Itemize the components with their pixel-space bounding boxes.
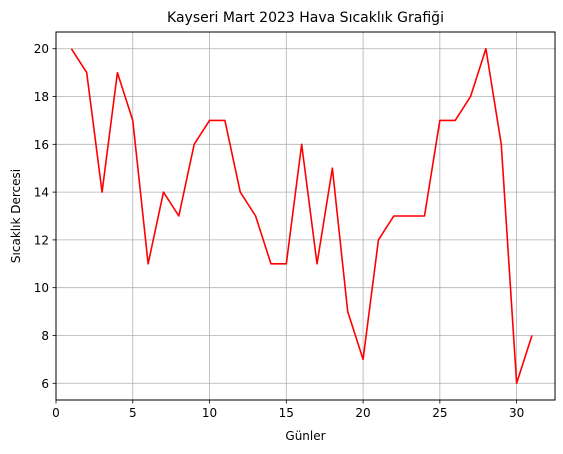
x-tick-label: 5	[129, 406, 137, 420]
plot-frame	[55, 31, 556, 401]
y-tick-label: 10	[34, 281, 49, 295]
x-tick-label: 20	[355, 406, 370, 420]
x-axis-label: Günler	[285, 429, 325, 443]
series-layer	[70, 47, 533, 385]
y-tick-label: 18	[34, 90, 49, 104]
x-tick-label: 10	[202, 406, 217, 420]
y-tick-label: 20	[34, 42, 49, 56]
x-axis: 0 5 10 15 20 25 30	[52, 400, 524, 420]
x-tick-label: 15	[279, 406, 294, 420]
y-axis: 6 8 10 12 14 16 18 20	[34, 42, 56, 391]
y-tick-label: 8	[41, 329, 49, 343]
y-tick-label: 12	[34, 233, 49, 247]
y-tick-label: 6	[41, 377, 49, 391]
x-tick-label: 30	[509, 406, 524, 420]
chart-title: Kayseri Mart 2023 Hava Sıcaklık Grafiği	[167, 10, 444, 26]
y-tick-label: 16	[34, 138, 49, 152]
x-tick-label: 0	[52, 406, 60, 420]
x-tick-label: 25	[432, 406, 447, 420]
y-tick-label: 14	[34, 186, 49, 200]
grid	[55, 32, 555, 400]
y-axis-label: Sıcaklık Dercesi	[9, 169, 23, 263]
